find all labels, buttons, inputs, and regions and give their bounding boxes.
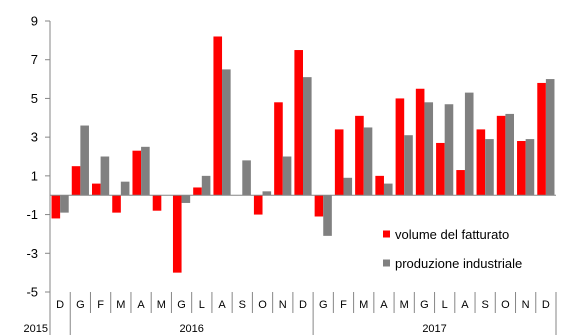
bar-fatturato <box>496 115 506 196</box>
bar-produzione <box>464 92 474 196</box>
y-tick-label: -5 <box>26 285 38 300</box>
x-tick-label: G <box>420 299 429 311</box>
bar-fatturato <box>395 98 405 196</box>
bar-fatturato <box>193 187 202 196</box>
bar-produzione <box>383 183 393 196</box>
y-tick-label: 1 <box>31 168 38 183</box>
y-tick-label: 3 <box>31 130 38 145</box>
bar-produzione <box>525 139 535 196</box>
bar-produzione <box>100 156 110 196</box>
legend-label: volume del fatturato <box>395 227 509 242</box>
bar-produzione <box>444 104 454 196</box>
x-tick-label: D <box>542 299 550 311</box>
x-tick-label: L <box>442 299 448 311</box>
y-tick-label: -3 <box>26 246 38 261</box>
x-tick-label: A <box>218 299 226 311</box>
x-tick-label: S <box>239 299 246 311</box>
x-tick-label: O <box>258 299 267 311</box>
bar-fatturato <box>456 170 465 196</box>
bar-produzione <box>141 146 150 196</box>
bar-fatturato <box>537 82 546 196</box>
bar-produzione <box>343 177 353 196</box>
bar-produzione <box>60 195 69 213</box>
bar-fatturato <box>112 195 121 213</box>
legend: volume del fatturato produzione industria… <box>383 227 522 271</box>
x-year-label: 2017 <box>422 323 446 335</box>
x-tick-label: L <box>199 299 205 311</box>
bar-produzione <box>120 181 130 196</box>
bar-fatturato <box>253 195 263 215</box>
bar-fatturato <box>436 142 445 196</box>
bar-fatturato <box>274 102 283 196</box>
x-tick-label: A <box>380 299 388 311</box>
bar-produzione <box>222 69 231 196</box>
x-tick-label: D <box>56 299 64 311</box>
x-tick-label: D <box>299 299 307 311</box>
x-tick-label: M <box>400 299 409 311</box>
bar-fatturato <box>152 195 162 211</box>
bar-fatturato <box>51 195 61 219</box>
bar-produzione <box>404 135 413 196</box>
bar-produzione <box>363 127 373 196</box>
bar-produzione <box>505 113 514 196</box>
bar-fatturato <box>334 129 344 196</box>
x-tick-label: N <box>279 299 287 311</box>
bar-produzione <box>80 125 89 196</box>
x-tick-label: M <box>116 299 125 311</box>
bar-fatturato <box>375 175 384 196</box>
x-tick-label: M <box>157 299 166 311</box>
bar-fatturato <box>172 195 182 273</box>
bar-fatturato <box>92 183 101 196</box>
x-year-label: 2015 <box>24 323 48 335</box>
bar-fatturato <box>71 166 81 196</box>
x-tick-label: F <box>340 299 347 311</box>
y-tick-label: 5 <box>31 91 38 106</box>
bar-fatturato <box>355 115 364 196</box>
x-tick-label: G <box>319 299 328 311</box>
bar-fatturato <box>294 50 303 196</box>
x-tick-label: N <box>522 299 530 311</box>
bar-fatturato <box>213 36 223 196</box>
bar-produzione <box>181 195 191 203</box>
y-tick-label: 7 <box>31 52 38 67</box>
bar-fatturato <box>314 195 324 217</box>
bar-produzione <box>424 102 434 196</box>
bar-produzione <box>282 156 292 196</box>
bar-fatturato <box>132 150 142 196</box>
legend-swatch <box>383 259 390 267</box>
bar-produzione <box>201 175 211 196</box>
bar-fatturato <box>476 129 486 196</box>
x-tick-label: M <box>359 299 368 311</box>
x-tick-label: G <box>177 299 186 311</box>
x-tick-label: F <box>97 299 104 311</box>
x-tick-label: A <box>137 299 145 311</box>
x-tick-label: A <box>461 299 469 311</box>
x-tick-label: S <box>481 299 488 311</box>
bar-produzione <box>242 160 251 196</box>
bar-produzione <box>545 79 555 196</box>
bar-fatturato <box>517 141 526 196</box>
y-axis: 9 7 5 3 1 -1 -3 -5 <box>26 14 51 300</box>
x-tick-label: G <box>76 299 85 311</box>
y-tick-label: -1 <box>26 207 38 222</box>
bars <box>51 36 555 273</box>
x-year-label: 2016 <box>179 323 203 335</box>
legend-label: produzione industriale <box>395 256 522 271</box>
y-tick-label: 9 <box>31 14 38 29</box>
bar-produzione <box>323 195 332 236</box>
bar-produzione <box>303 77 312 196</box>
x-tick-label: O <box>501 299 510 311</box>
bar-fatturato <box>415 88 425 196</box>
bar-produzione <box>485 139 494 196</box>
legend-swatch <box>383 230 390 238</box>
bar-produzione <box>262 191 272 196</box>
